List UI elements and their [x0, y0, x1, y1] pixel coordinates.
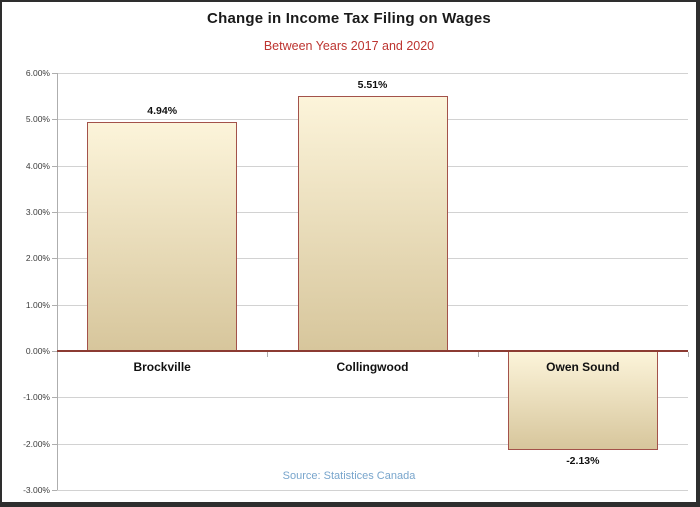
y-axis-tick-mark: [52, 490, 57, 491]
y-axis-tick-mark: [52, 73, 57, 74]
gridline: [57, 443, 688, 445]
bar-collingwood: [297, 95, 448, 351]
y-axis-tick-label: -3.00%: [23, 485, 50, 495]
y-axis-tick-label: -1.00%: [23, 392, 50, 403]
source-caption: Source: Statistices Canada: [282, 470, 416, 482]
y-axis-tick-label: 6.00%: [25, 68, 50, 78]
y-axis-tick-label: 0.00%: [25, 346, 50, 356]
x-axis-tick-mark: [267, 352, 269, 357]
chart-title: Change in Income Tax Filing on Wages: [207, 10, 491, 27]
y-axis-tick-mark: [52, 258, 57, 260]
bar-value-label: -2.13%: [566, 454, 600, 467]
y-axis-tick-label: 1.00%: [25, 299, 50, 310]
gridline: [57, 490, 688, 491]
y-axis-tick-label: 5.00%: [25, 114, 50, 125]
x-axis-tick-mark: [688, 352, 689, 357]
y-axis-line: [57, 73, 58, 490]
bar-brockville: [87, 122, 238, 351]
bar-owen-sound: [507, 351, 658, 450]
x-axis-tick-mark: [477, 352, 479, 357]
x-axis-tick-mark: [57, 352, 58, 357]
y-axis-tick-mark: [52, 397, 57, 399]
x-axis-category-label: Owen Sound: [546, 360, 620, 374]
gridline: [57, 73, 688, 74]
x-axis-category-label: Collingwood: [336, 360, 409, 374]
chart-stage: Change in Income Tax Filing on Wages Bet…: [2, 2, 696, 502]
y-axis-tick-mark: [52, 165, 57, 167]
y-axis-tick-mark: [52, 443, 57, 445]
gridline: [57, 397, 688, 399]
y-axis-tick-mark: [52, 119, 57, 121]
x-axis-category-label: Brockville: [133, 360, 191, 374]
bar-value-label: 4.94%: [147, 105, 178, 118]
zero-baseline: [57, 350, 688, 352]
y-axis-tick-label: 4.00%: [25, 160, 50, 171]
y-axis-tick-mark: [52, 212, 57, 213]
y-axis-tick-label: -2.00%: [23, 438, 50, 449]
y-axis-tick-label: 2.00%: [25, 253, 50, 264]
y-axis-tick-mark: [52, 304, 57, 306]
y-axis-tick-mark: [52, 351, 57, 352]
chart-subtitle: Between Years 2017 and 2020: [263, 39, 435, 53]
bar-value-label: 5.51%: [357, 78, 388, 91]
y-axis-tick-label: 3.00%: [25, 207, 50, 217]
